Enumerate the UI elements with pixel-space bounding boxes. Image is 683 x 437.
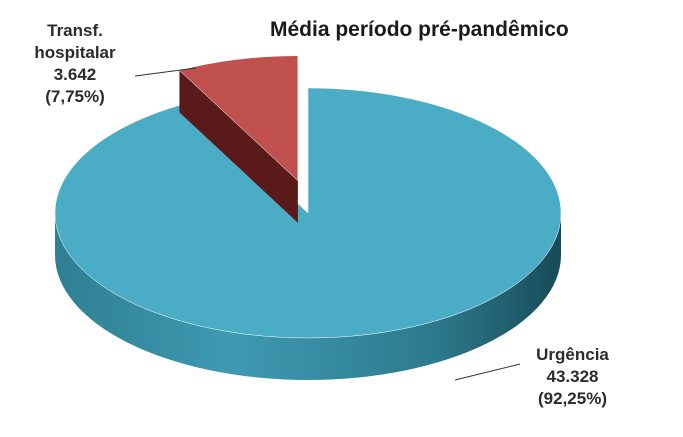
slice-side xyxy=(55,213,561,380)
slice-side xyxy=(179,70,298,223)
value-label: 43.328 xyxy=(546,367,599,386)
value-label: 3.642 xyxy=(53,65,97,84)
slice xyxy=(54,87,562,339)
percentage-label: (92,25%) xyxy=(538,389,607,408)
category-label: Transf. hospitalar xyxy=(34,21,116,62)
category-label: Urgência xyxy=(536,345,609,364)
slice-label: Urgência 43.328 (92,25%) xyxy=(510,344,635,410)
slice-label: Transf. hospitalar 3.642 (7,75%) xyxy=(10,20,140,108)
chart-title: Média período pré-pandêmico xyxy=(270,18,569,41)
leader-line xyxy=(454,363,521,381)
leader-line xyxy=(134,67,197,77)
percentage-label: (7,75%) xyxy=(45,87,105,106)
